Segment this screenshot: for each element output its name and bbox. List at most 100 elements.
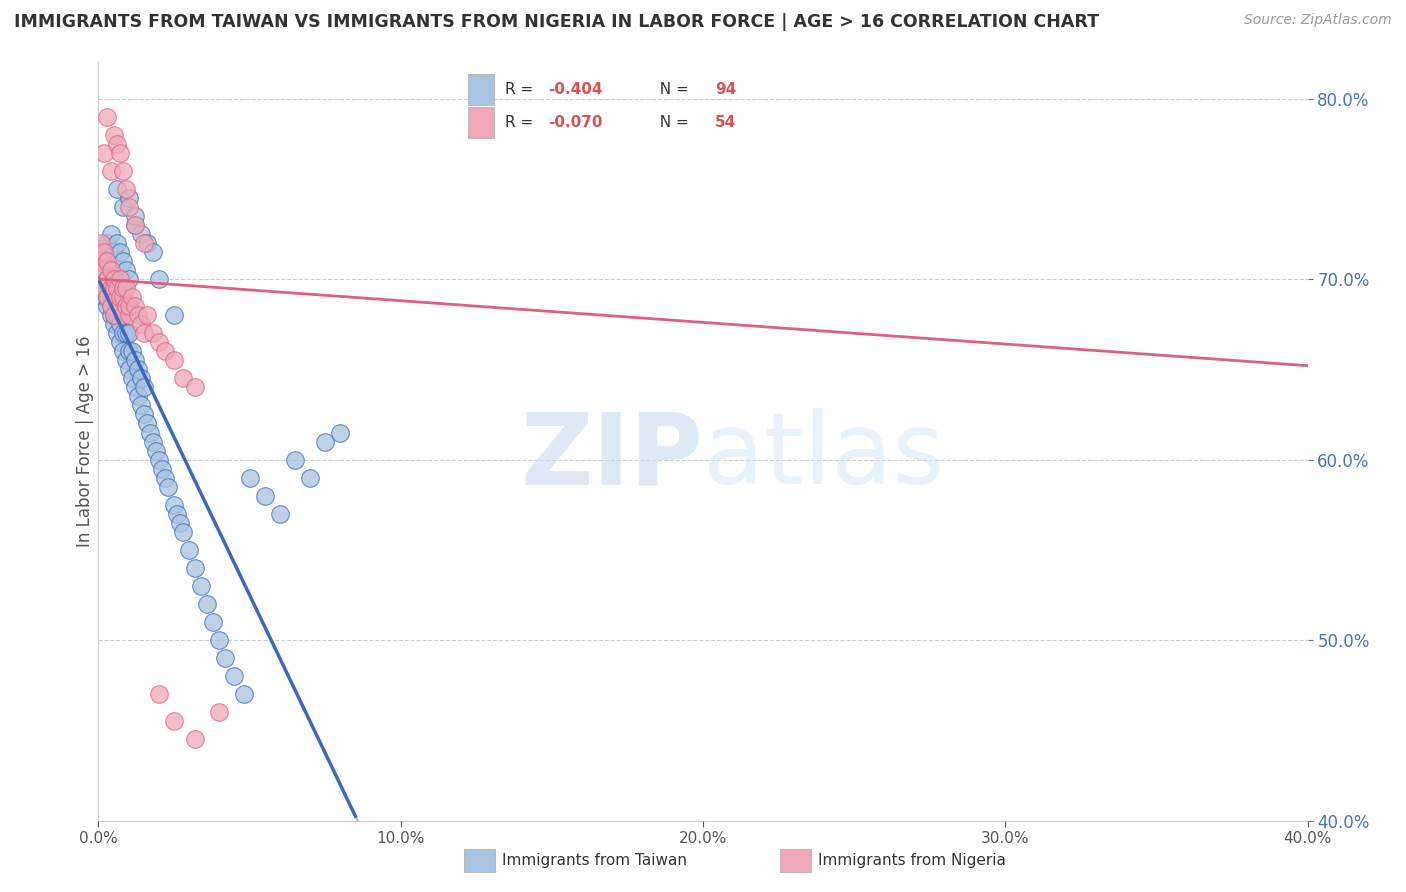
Point xyxy=(239,470,262,484)
Point xyxy=(224,669,246,683)
Point xyxy=(105,281,128,295)
Point xyxy=(124,353,146,368)
Point xyxy=(284,452,307,467)
Point xyxy=(111,290,134,304)
Point xyxy=(142,434,165,449)
Point xyxy=(118,272,141,286)
Point xyxy=(135,417,157,431)
Point xyxy=(202,615,225,629)
Point xyxy=(103,281,125,295)
Point xyxy=(93,281,115,295)
Text: ZIP: ZIP xyxy=(520,409,703,505)
Point xyxy=(105,290,128,304)
Point xyxy=(299,470,322,484)
Point xyxy=(96,110,118,124)
Point xyxy=(100,263,122,277)
Point xyxy=(114,263,136,277)
Point xyxy=(108,145,131,160)
Point xyxy=(93,145,115,160)
Point xyxy=(208,633,231,648)
Point xyxy=(118,362,141,376)
Point xyxy=(103,308,125,322)
Point xyxy=(184,732,207,747)
Point xyxy=(90,263,112,277)
Point xyxy=(118,344,141,359)
Point xyxy=(100,299,122,313)
Point xyxy=(124,380,146,394)
Point xyxy=(100,272,122,286)
Point xyxy=(132,408,155,422)
Point xyxy=(108,299,131,313)
Point xyxy=(93,244,115,259)
Point xyxy=(148,687,170,701)
Point xyxy=(253,489,276,503)
Point xyxy=(90,281,112,295)
Point xyxy=(114,182,136,196)
Point xyxy=(132,235,155,250)
Point xyxy=(103,272,125,286)
Point xyxy=(121,290,143,304)
Point xyxy=(93,281,115,295)
Point xyxy=(105,281,128,295)
Point xyxy=(100,163,122,178)
Point xyxy=(163,308,186,322)
Point xyxy=(105,136,128,151)
Point xyxy=(96,272,118,286)
Point xyxy=(139,425,162,440)
Text: atlas: atlas xyxy=(703,409,945,505)
Point xyxy=(114,281,136,295)
Point xyxy=(111,326,134,341)
Point xyxy=(108,272,131,286)
Text: Immigrants from Nigeria: Immigrants from Nigeria xyxy=(818,854,1007,868)
Point xyxy=(118,299,141,313)
Point xyxy=(156,480,179,494)
Point xyxy=(314,434,336,449)
Point xyxy=(166,507,188,521)
Point xyxy=(169,516,191,530)
Point xyxy=(103,317,125,331)
Point xyxy=(105,308,128,322)
Point xyxy=(121,371,143,385)
Point xyxy=(127,362,149,376)
Point xyxy=(100,308,122,322)
Point xyxy=(184,380,207,394)
Point xyxy=(124,218,146,232)
Point xyxy=(190,579,212,593)
Point xyxy=(124,218,146,232)
Point xyxy=(118,326,141,341)
Point xyxy=(153,344,176,359)
Point xyxy=(329,425,352,440)
Text: Immigrants from Taiwan: Immigrants from Taiwan xyxy=(502,854,688,868)
Point xyxy=(172,524,194,539)
Point xyxy=(121,344,143,359)
Point xyxy=(129,371,152,385)
Point xyxy=(96,281,118,295)
Point xyxy=(184,561,207,575)
Point xyxy=(103,128,125,142)
Point xyxy=(93,272,115,286)
Point xyxy=(111,344,134,359)
Point xyxy=(100,299,122,313)
Point xyxy=(108,299,131,313)
Point xyxy=(93,263,115,277)
Point xyxy=(111,281,134,295)
Point xyxy=(96,254,118,268)
Point xyxy=(232,687,254,701)
Point xyxy=(132,326,155,341)
Point xyxy=(214,651,236,665)
Point xyxy=(96,290,118,304)
Point xyxy=(108,290,131,304)
Point xyxy=(132,380,155,394)
Point xyxy=(118,308,141,322)
Point xyxy=(135,308,157,322)
Point xyxy=(195,597,218,611)
Point xyxy=(108,335,131,350)
Point xyxy=(111,254,134,268)
Point xyxy=(269,507,291,521)
Point xyxy=(96,299,118,313)
Point xyxy=(153,470,176,484)
Point xyxy=(172,371,194,385)
Point xyxy=(90,272,112,286)
Point xyxy=(142,244,165,259)
Point xyxy=(114,353,136,368)
